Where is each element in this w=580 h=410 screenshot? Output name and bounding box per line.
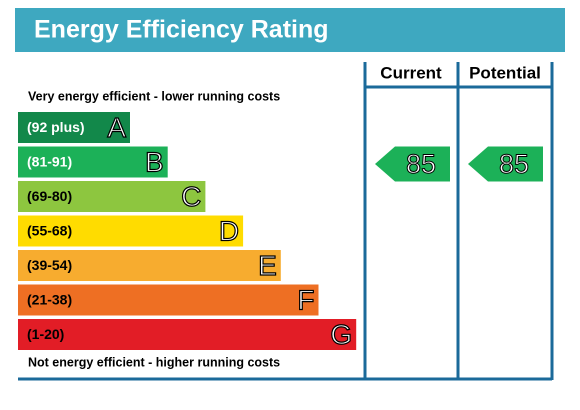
band-letter: B <box>145 146 164 177</box>
band-bar <box>18 146 168 178</box>
band-letter: C <box>181 181 201 212</box>
band-letter: A <box>107 112 126 143</box>
title: Energy Efficiency Rating <box>34 16 329 44</box>
top-note: Very energy efficient - lower running co… <box>28 89 280 103</box>
rating-arrow <box>468 146 543 182</box>
band-bar <box>18 284 319 316</box>
band-range: (69-80) <box>27 188 72 204</box>
rating-value: 85 <box>406 149 436 179</box>
band-range: (21-38) <box>27 292 72 308</box>
band-range: (1-20) <box>27 326 64 342</box>
band-range: (55-68) <box>27 223 72 239</box>
band-range: (92 plus) <box>27 119 85 135</box>
table-lines <box>18 62 554 381</box>
title-bar <box>15 8 565 52</box>
band-bar <box>18 112 130 143</box>
band-bar <box>18 215 244 247</box>
band-letter: D <box>219 215 239 246</box>
column-header: Potential <box>469 63 541 82</box>
bottom-note: Not energy efficient - higher running co… <box>28 355 280 369</box>
column-header: Current <box>380 63 442 82</box>
band-letter: E <box>258 250 277 281</box>
band-range: (39-54) <box>27 257 72 273</box>
band-bar <box>18 319 357 350</box>
band-letter: F <box>297 284 314 315</box>
band-bar <box>18 181 206 212</box>
band-range: (81-91) <box>27 154 72 170</box>
band-bar <box>18 250 281 281</box>
rating-value: 85 <box>499 149 529 179</box>
band-letter: G <box>330 319 352 350</box>
rating-arrow <box>375 146 450 182</box>
